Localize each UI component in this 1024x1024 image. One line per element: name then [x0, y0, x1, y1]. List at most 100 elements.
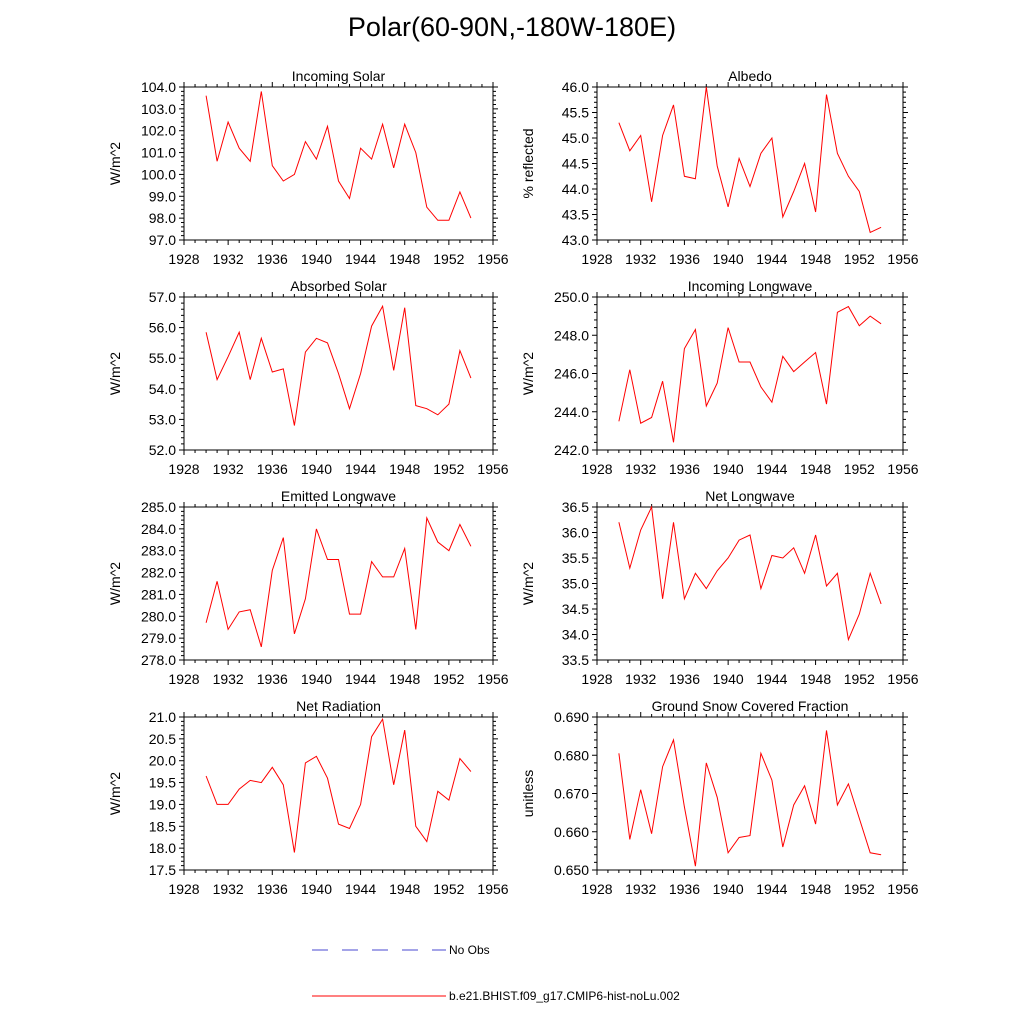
y-axis-label: unitless [520, 770, 536, 817]
plot-frame [183, 86, 494, 241]
y-tick-label: 57.0 [149, 289, 176, 305]
x-tick-label: 1928 [581, 251, 612, 267]
y-tick-label: 101.0 [141, 145, 176, 161]
x-tick-label: 1944 [756, 881, 787, 897]
y-axis-label: W/m^2 [107, 352, 123, 395]
chart-panel: Net Longwave W/m^2 33.5 34.0 34.5 35.0 35.5 36.… [520, 488, 919, 687]
y-tick-label: 36.0 [562, 525, 589, 541]
y-axis-label: % reflected [520, 128, 536, 198]
figure-title: Polar(60-90N,-180W-180E) [347, 12, 677, 42]
plot-frame [596, 296, 904, 451]
x-tick-label: 1932 [625, 881, 656, 897]
x-tick-label: 1928 [581, 671, 612, 687]
y-tick-label: 44.5 [562, 156, 589, 172]
y-tick-label: 0.680 [554, 747, 589, 763]
x-tick-label: 1936 [669, 461, 700, 477]
y-tick-label: 19.5 [149, 775, 176, 791]
chart-panel: Net Radiation W/m^2 17.5 18.0 18.5 19.0 19.5 20… [107, 698, 509, 897]
x-tick-label: 1944 [345, 881, 376, 897]
plot-frame [596, 716, 904, 871]
y-tick-label: 246.0 [554, 366, 589, 382]
x-tick-label: 1936 [257, 881, 288, 897]
y-tick-label: 53.0 [149, 411, 176, 427]
x-tick-label: 1948 [800, 881, 831, 897]
y-axis-label: W/m^2 [520, 562, 536, 605]
panel-title: Incoming Solar [292, 68, 386, 84]
y-tick-label: 55.0 [149, 350, 176, 366]
x-tick-label: 1932 [213, 671, 244, 687]
y-tick-label: 43.0 [562, 232, 589, 248]
x-tick-label: 1948 [800, 461, 831, 477]
y-tick-label: 282.0 [141, 565, 176, 581]
y-tick-label: 248.0 [554, 327, 589, 343]
x-tick-label: 1940 [301, 671, 332, 687]
x-tick-label: 1956 [887, 461, 918, 477]
x-tick-label: 1944 [756, 461, 787, 477]
y-axis-label: W/m^2 [107, 772, 123, 815]
x-tick-label: 1932 [213, 881, 244, 897]
y-tick-label: 250.0 [554, 289, 589, 305]
x-tick-label: 1936 [257, 251, 288, 267]
y-tick-label: 242.0 [554, 442, 589, 458]
y-tick-label: 99.0 [149, 188, 176, 204]
y-tick-label: 18.5 [149, 818, 176, 834]
x-tick-label: 1956 [477, 251, 508, 267]
x-tick-label: 1952 [844, 881, 875, 897]
x-tick-label: 1940 [713, 671, 744, 687]
y-tick-label: 285.0 [141, 499, 176, 515]
y-tick-label: 283.0 [141, 543, 176, 559]
x-tick-label: 1936 [669, 671, 700, 687]
x-tick-label: 1932 [213, 461, 244, 477]
x-tick-label: 1956 [477, 671, 508, 687]
x-tick-label: 1932 [625, 671, 656, 687]
x-tick-label: 1928 [168, 671, 199, 687]
x-tick-label: 1928 [168, 881, 199, 897]
y-tick-label: 0.650 [554, 862, 589, 878]
plot-frame [183, 716, 494, 871]
panel-title: Net Longwave [705, 488, 795, 504]
x-tick-label: 1940 [713, 461, 744, 477]
series-line [205, 304, 472, 426]
x-tick-label: 1940 [301, 251, 332, 267]
chart-panel: Ground Snow Covered Fraction unitless 0.65… [520, 698, 919, 897]
x-tick-label: 1932 [213, 251, 244, 267]
chart-panel: Absorbed Solar W/m^2 52.0 53.0 54.0 55.0 56.0 5… [107, 278, 509, 477]
y-tick-label: 45.5 [562, 105, 589, 121]
y-tick-label: 54.0 [149, 381, 176, 397]
y-tick-label: 0.690 [554, 709, 589, 725]
x-tick-label: 1928 [168, 461, 199, 477]
x-tick-label: 1956 [887, 881, 918, 897]
x-tick-label: 1936 [669, 251, 700, 267]
y-tick-label: 280.0 [141, 608, 176, 624]
y-tick-label: 21.0 [149, 709, 176, 725]
y-tick-label: 34.5 [562, 601, 589, 617]
x-tick-label: 1932 [625, 461, 656, 477]
x-tick-label: 1936 [669, 881, 700, 897]
x-tick-label: 1952 [433, 881, 464, 897]
x-tick-label: 1956 [477, 881, 508, 897]
x-tick-label: 1952 [844, 251, 875, 267]
y-tick-label: 0.660 [554, 824, 589, 840]
x-tick-label: 1940 [301, 461, 332, 477]
y-tick-label: 35.0 [562, 576, 589, 592]
y-tick-label: 100.0 [141, 166, 176, 182]
series-line [618, 86, 882, 234]
x-tick-label: 1948 [800, 671, 831, 687]
x-tick-label: 1948 [389, 881, 420, 897]
chart-panel: Emitted Longwave W/m^2 278.0 279.0 280.0 281.… [107, 488, 509, 687]
y-tick-label: 104.0 [141, 79, 176, 95]
x-tick-label: 1944 [756, 671, 787, 687]
x-tick-label: 1948 [389, 251, 420, 267]
x-tick-label: 1944 [756, 251, 787, 267]
plot-frame [183, 506, 494, 661]
panel-title: Emitted Longwave [281, 488, 396, 504]
panel-title: Albedo [728, 68, 772, 84]
y-tick-label: 284.0 [141, 521, 176, 537]
x-tick-label: 1944 [345, 461, 376, 477]
x-tick-label: 1940 [301, 881, 332, 897]
y-tick-label: 0.670 [554, 786, 589, 802]
y-tick-label: 278.0 [141, 652, 176, 668]
y-tick-label: 45.0 [562, 130, 589, 146]
x-tick-label: 1944 [345, 251, 376, 267]
